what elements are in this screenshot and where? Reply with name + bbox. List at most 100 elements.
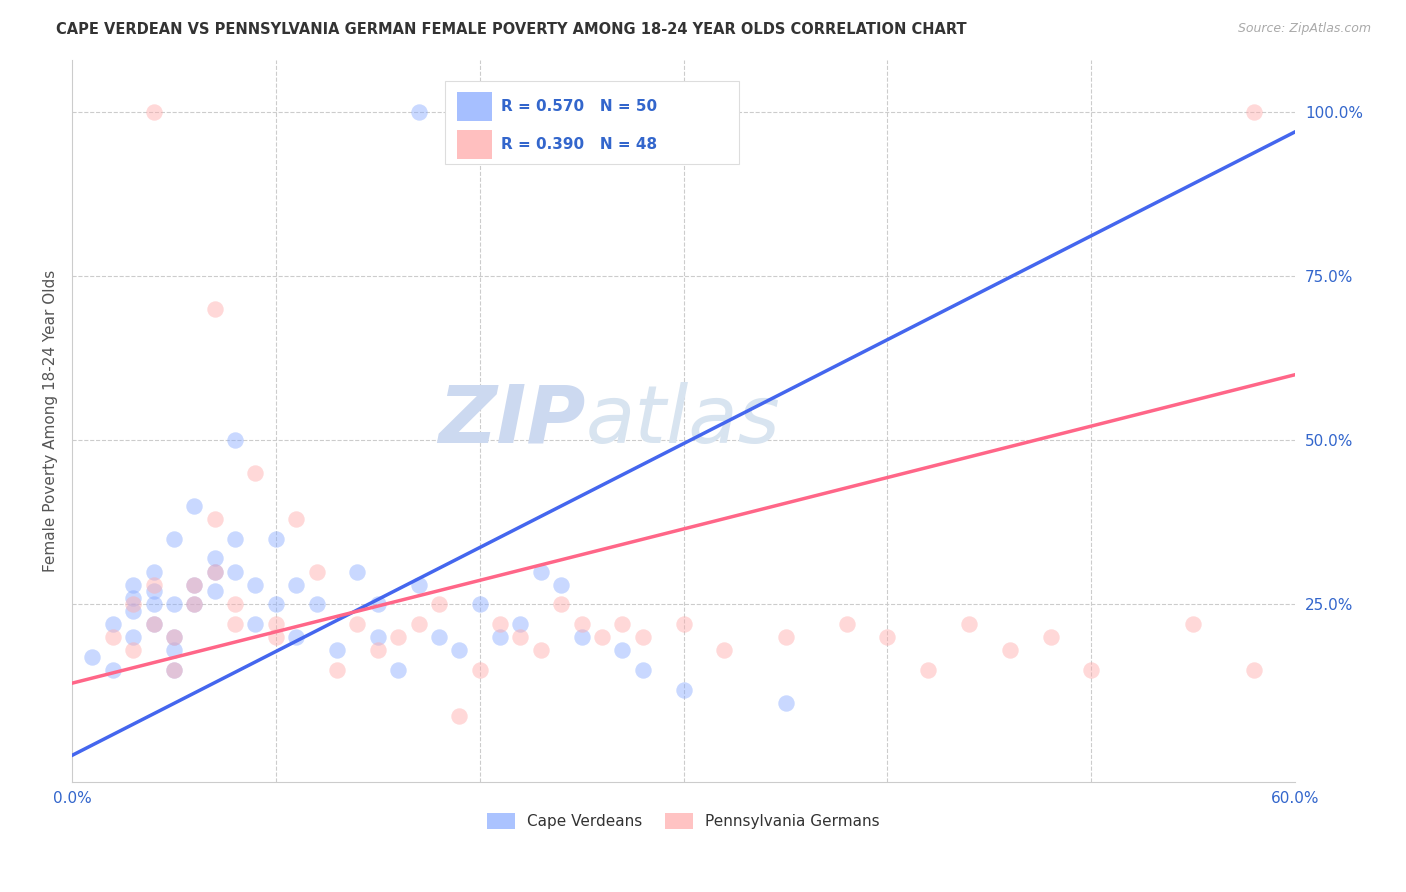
Point [142,617,165,632]
Bar [457,92,492,121]
Point [122,591,145,605]
Point [163,630,186,644]
Point [468,598,491,612]
Point [204,512,226,526]
Point [449,643,471,657]
Point [713,643,735,657]
Point [285,578,308,592]
Point [672,617,695,632]
Point [163,630,186,644]
Point [101,663,124,677]
Point [408,617,430,632]
Point [245,617,267,632]
Point [142,584,165,599]
Point [957,617,980,632]
Point [142,105,165,120]
Point [183,598,205,612]
Point [509,617,531,632]
Point [163,598,186,612]
Point [305,598,328,612]
Point [346,565,368,579]
Point [122,604,145,618]
Text: ZIP: ZIP [439,382,586,459]
Point [489,630,512,644]
Point [998,643,1021,657]
Point [530,643,553,657]
Point [367,630,389,644]
Point [224,617,246,632]
Point [264,598,287,612]
FancyBboxPatch shape [446,81,738,164]
Point [468,663,491,677]
Text: CAPE VERDEAN VS PENNSYLVANIA GERMAN FEMALE POVERTY AMONG 18-24 YEAR OLDS CORRELA: CAPE VERDEAN VS PENNSYLVANIA GERMAN FEMA… [56,22,967,37]
Point [326,643,349,657]
Point [408,578,430,592]
Point [652,105,675,120]
Point [245,466,267,480]
Point [204,551,226,566]
Point [264,617,287,632]
Point [346,617,368,632]
Point [1182,617,1205,632]
Text: R = 0.390   N = 48: R = 0.390 N = 48 [502,137,658,153]
Point [142,578,165,592]
Text: atlas: atlas [586,382,780,459]
Point [387,630,409,644]
Point [550,598,572,612]
Point [204,584,226,599]
Point [82,649,104,664]
Point [142,617,165,632]
Point [449,709,471,723]
Point [1243,663,1265,677]
Point [367,643,389,657]
Point [427,598,450,612]
Point [122,598,145,612]
Point [183,598,205,612]
Point [550,578,572,592]
Point [612,617,634,632]
Point [367,598,389,612]
Point [122,630,145,644]
Point [1039,630,1062,644]
Point [571,617,593,632]
Point [305,565,328,579]
Point [142,565,165,579]
Point [245,578,267,592]
Point [672,682,695,697]
Text: Source: ZipAtlas.com: Source: ZipAtlas.com [1237,22,1371,36]
Point [835,617,858,632]
Point [387,663,409,677]
Point [163,532,186,546]
Point [285,630,308,644]
Point [204,565,226,579]
Point [489,617,512,632]
Point [427,630,450,644]
Point [631,663,654,677]
Point [591,630,613,644]
Y-axis label: Female Poverty Among 18-24 Year Olds: Female Poverty Among 18-24 Year Olds [44,269,58,572]
Point [183,578,205,592]
Point [204,301,226,316]
Point [224,598,246,612]
Point [224,532,246,546]
Point [204,565,226,579]
Point [224,565,246,579]
Point [1080,663,1102,677]
Point [408,105,430,120]
Point [122,578,145,592]
Point [224,434,246,448]
Bar [457,130,492,160]
Point [917,663,939,677]
Point [101,617,124,632]
Point [163,663,186,677]
Point [1243,105,1265,120]
Point [509,630,531,644]
Point [775,696,797,710]
Point [183,578,205,592]
Point [101,630,124,644]
Point [163,663,186,677]
Point [122,643,145,657]
Point [163,643,186,657]
Point [326,663,349,677]
Point [142,598,165,612]
